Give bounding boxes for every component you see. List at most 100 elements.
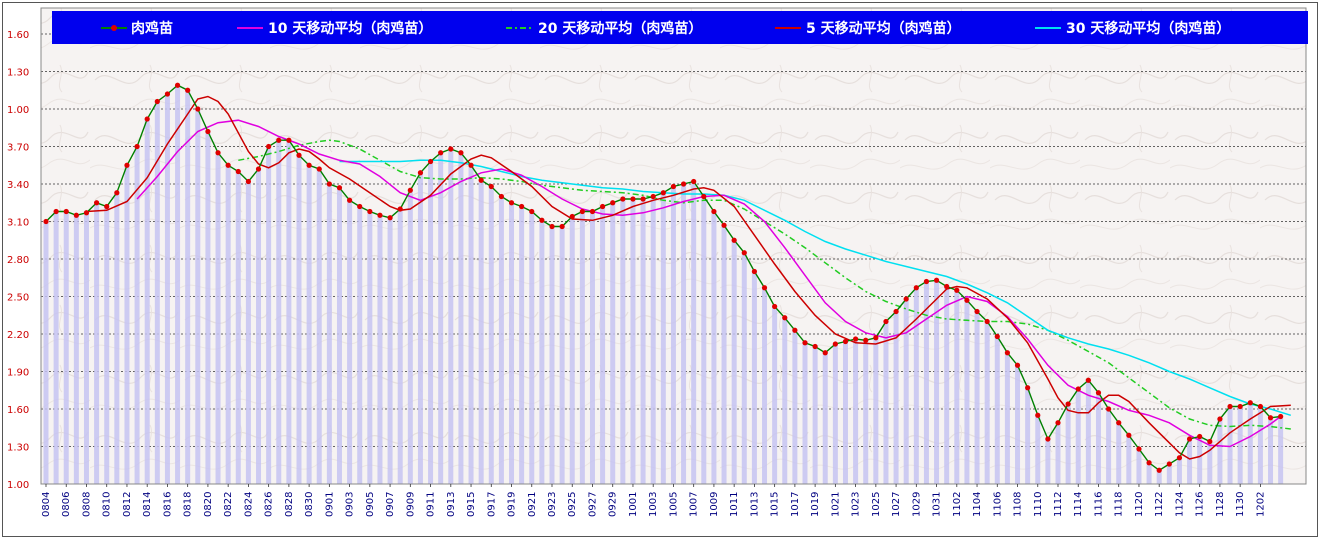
bar xyxy=(893,311,899,484)
bar xyxy=(276,140,282,484)
bar xyxy=(1197,436,1203,484)
x-tick-label: 0901 xyxy=(324,492,335,517)
data-point xyxy=(589,208,596,215)
x-tick-label: 0828 xyxy=(284,492,295,517)
data-point xyxy=(680,181,687,187)
bar xyxy=(1085,380,1091,484)
data-point xyxy=(893,308,899,315)
bar xyxy=(529,211,535,484)
data-point xyxy=(1247,400,1253,406)
x-tick-label: 1116 xyxy=(1093,492,1104,517)
bar xyxy=(762,287,768,484)
bar xyxy=(741,252,747,484)
bar xyxy=(630,199,636,484)
bar xyxy=(984,321,990,484)
data-point xyxy=(1075,386,1081,392)
bar xyxy=(589,211,595,484)
bar xyxy=(701,196,707,484)
data-point xyxy=(984,318,990,325)
bar xyxy=(660,192,666,484)
data-point xyxy=(104,203,110,210)
data-point xyxy=(225,162,231,168)
bar xyxy=(640,199,646,484)
bar xyxy=(519,206,525,484)
data-point xyxy=(761,285,768,291)
data-point xyxy=(1227,403,1233,410)
bar xyxy=(600,206,606,484)
x-tick-label: 1009 xyxy=(709,492,720,517)
data-point xyxy=(336,185,343,191)
bar xyxy=(43,221,49,484)
bar xyxy=(1075,389,1081,484)
x-tick-label: 1007 xyxy=(689,492,700,517)
bar xyxy=(185,90,191,484)
x-tick-label: 0909 xyxy=(405,492,416,517)
x-tick-label: 0808 xyxy=(81,492,92,517)
data-point xyxy=(691,178,697,185)
bar xyxy=(347,200,353,484)
x-tick-label: 1106 xyxy=(992,492,1003,517)
bar xyxy=(934,280,940,484)
bar xyxy=(670,186,676,484)
bar xyxy=(802,342,808,484)
x-tick-label: 0806 xyxy=(61,492,72,517)
bar xyxy=(387,217,393,484)
data-point xyxy=(933,277,940,283)
data-point xyxy=(478,177,484,183)
data-point xyxy=(863,337,869,343)
bar xyxy=(336,187,342,484)
bar xyxy=(974,311,980,484)
bar xyxy=(1268,417,1274,484)
bar xyxy=(1045,439,1051,484)
x-tick-label: 1104 xyxy=(972,492,983,517)
data-point xyxy=(347,197,353,203)
data-point xyxy=(1207,438,1213,445)
data-point xyxy=(316,166,322,172)
data-point xyxy=(448,146,454,152)
x-tick-label: 1003 xyxy=(648,492,659,517)
data-point xyxy=(63,208,69,215)
x-tick-label: 1126 xyxy=(1195,492,1206,517)
bar xyxy=(711,211,717,484)
data-point xyxy=(974,308,980,315)
bar xyxy=(569,216,575,484)
x-tick-label: 0812 xyxy=(122,492,133,517)
data-point xyxy=(215,150,221,156)
data-point xyxy=(255,166,262,172)
bar xyxy=(1257,406,1263,484)
data-point xyxy=(650,193,656,200)
x-tick-label: 0903 xyxy=(345,492,356,517)
bar xyxy=(782,317,788,484)
bar xyxy=(994,336,1000,484)
data-point xyxy=(711,208,717,215)
data-point xyxy=(367,208,373,215)
x-tick-label: 0921 xyxy=(527,492,538,517)
data-point xyxy=(701,193,707,200)
legend-marker xyxy=(111,25,117,31)
bar xyxy=(478,180,484,484)
x-tick-label: 0905 xyxy=(365,492,376,517)
bar xyxy=(681,184,687,484)
data-point xyxy=(812,343,818,350)
data-point xyxy=(822,350,828,356)
data-point xyxy=(174,82,181,88)
bar xyxy=(73,215,79,484)
data-point xyxy=(427,158,434,165)
data-point xyxy=(539,217,545,223)
series-line xyxy=(136,119,1282,448)
bar xyxy=(1126,435,1132,484)
bar xyxy=(650,196,656,484)
bar xyxy=(205,131,211,484)
data-point xyxy=(1035,412,1041,418)
y-axis-ticks: 1.00 1.30 1.60 1.90 2.20 2.50 2.80 3.10 3.40 3.70… xyxy=(7,30,29,491)
x-tick-label: 1005 xyxy=(668,492,679,517)
data-point xyxy=(964,297,970,303)
data-point xyxy=(741,250,747,256)
bar xyxy=(1237,406,1243,484)
series-line xyxy=(86,95,1291,460)
data-point xyxy=(164,91,171,97)
bar xyxy=(559,226,565,484)
bar xyxy=(1035,415,1041,484)
bar xyxy=(63,211,69,484)
